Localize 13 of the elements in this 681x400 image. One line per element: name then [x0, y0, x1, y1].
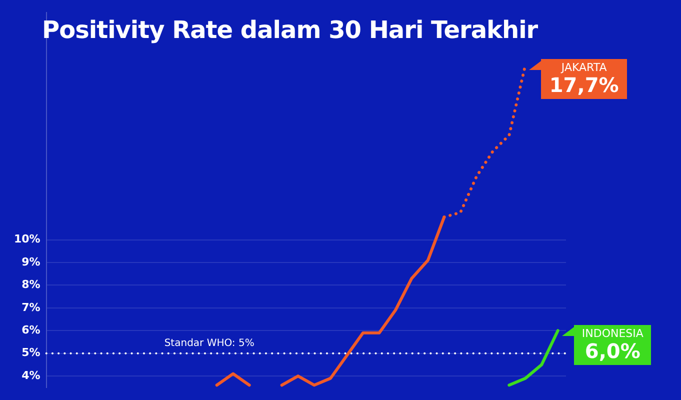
y-tick-label: 10% — [14, 232, 40, 246]
ref-line-label: Standar WHO: 5% — [164, 338, 254, 349]
y-tick-label: 7% — [22, 300, 40, 314]
data-label: 6,0% — [584, 338, 642, 363]
y-tick-label: 9% — [22, 255, 40, 268]
y-tick-label: 8% — [22, 278, 40, 292]
legend-label: INDONESIA — [582, 326, 644, 340]
y-tick-label: 4% — [22, 368, 40, 382]
chart-title: Positivity Rate dalam 30 Hari Terakhir — [42, 16, 538, 44]
data-label: 17,7% — [549, 72, 619, 97]
y-tick-label: 5% — [22, 346, 40, 360]
legend-label: JAKARTA — [560, 60, 608, 74]
y-tick-label: 6% — [22, 323, 40, 336]
